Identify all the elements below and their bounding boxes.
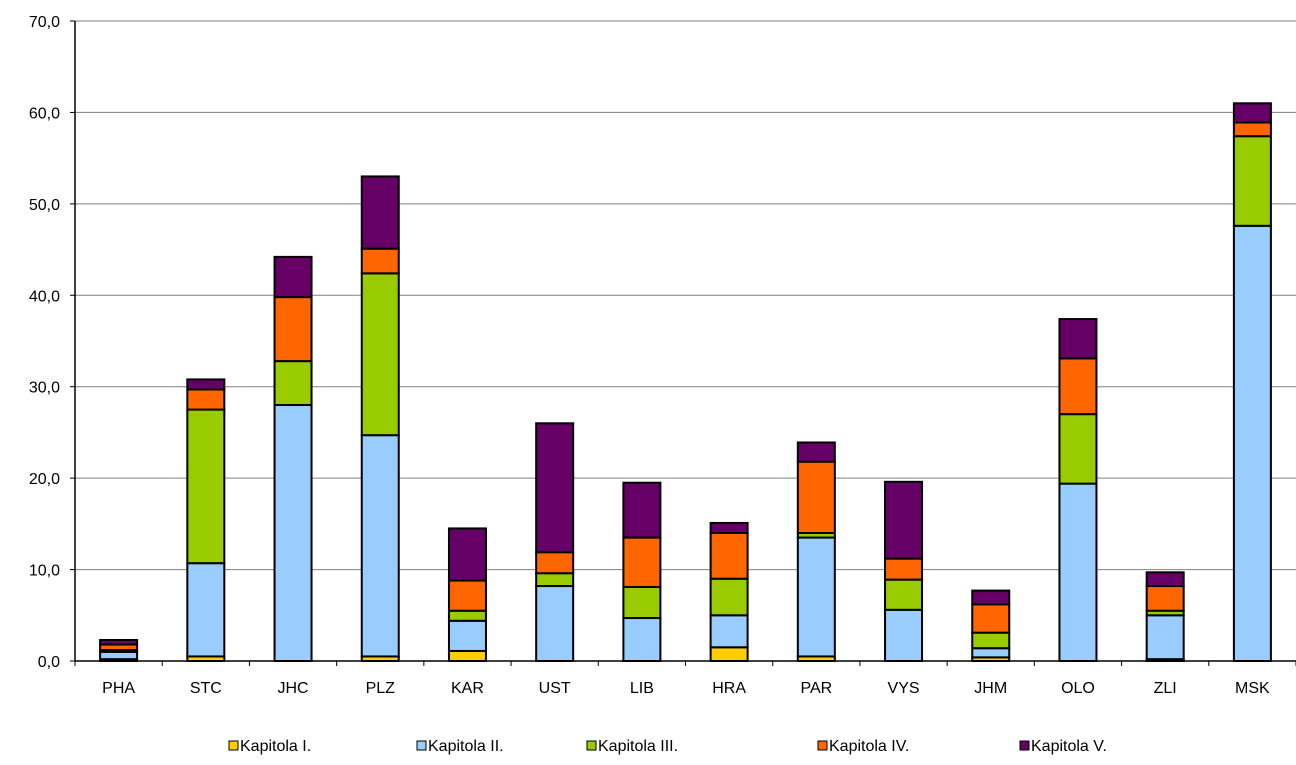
bar-segment-ust-s2 — [535, 585, 575, 662]
bar-segment-kar-s2 — [447, 619, 487, 652]
bar-segment-jhm-s3 — [971, 631, 1011, 650]
x-axis-tick-labels: PHA STC JHC PLZ KAR UST LIB HRA PAR VYS JHM OLO ZLI M… — [74, 661, 1296, 697]
bar-segment-par-s5 — [796, 441, 836, 463]
bar-segment-olo-s3 — [1058, 413, 1098, 485]
bar-segment-lib-s4 — [622, 536, 662, 588]
x-tick-label: STC — [190, 680, 222, 697]
bar-segment-jhc-s4 — [273, 296, 313, 363]
bar-segment-hra-s5 — [709, 521, 749, 535]
bar-segment-stc-s2 — [186, 562, 226, 658]
x-tick-label: HRA — [712, 680, 746, 697]
bar-segment-vys-s5 — [884, 480, 924, 560]
bar-segment-plz-s4 — [360, 247, 400, 275]
bar-segment-ust-s5 — [535, 422, 575, 554]
legend-label: Kapitola V. — [1031, 738, 1107, 755]
legend-label: Kapitola II. — [428, 738, 504, 755]
bar-segment-jhm-s4 — [971, 603, 1011, 634]
y-tick-label: 10,0 — [29, 563, 60, 580]
bar-segment-jhc-s5 — [273, 255, 313, 299]
bar-segment-zli-s4 — [1145, 585, 1185, 612]
bar-segment-stc-s4 — [186, 388, 226, 411]
x-tick-label: JHC — [277, 680, 308, 697]
bars — [99, 102, 1272, 663]
bar-segment-lib-s3 — [622, 585, 662, 620]
bar-segment-kar-s5 — [447, 527, 487, 582]
bar-segment-stc-s5 — [186, 378, 226, 391]
bar-segment-lib-s5 — [622, 481, 662, 539]
bar-segment-plz-s5 — [360, 175, 400, 250]
bar-segment-hra-s2 — [709, 614, 749, 649]
x-tick-label: MSK — [1235, 680, 1270, 697]
axes — [74, 21, 1296, 662]
legend-swatch — [416, 740, 427, 751]
legend-swatch — [817, 740, 828, 751]
bar-segment-msk-s5 — [1232, 102, 1272, 124]
bar-segment-kar-s1 — [447, 649, 487, 663]
bar-segment-vys-s3 — [884, 578, 924, 611]
bar-segment-olo-s4 — [1058, 357, 1098, 416]
gridlines — [75, 20, 1296, 571]
x-tick-label: UST — [539, 680, 571, 697]
legend-label: Kapitola I. — [240, 738, 311, 755]
bar-segment-hra-s1 — [709, 646, 749, 662]
y-tick-label: 50,0 — [29, 197, 60, 214]
x-tick-label: PLZ — [366, 680, 396, 697]
bar-segment-kar-s4 — [447, 579, 487, 612]
bar-segment-zli-s2 — [1145, 614, 1185, 661]
x-tick-label: OLO — [1061, 680, 1095, 697]
bar-segment-olo-s5 — [1058, 318, 1098, 360]
legend-label: Kapitola III. — [598, 738, 678, 755]
bar-segment-jhm-s5 — [971, 589, 1011, 606]
x-tick-label: PAR — [800, 680, 832, 697]
bar-segment-zli-s5 — [1145, 571, 1185, 588]
legend-swatch — [228, 740, 239, 751]
bar-segment-jhm-s2 — [971, 647, 1011, 659]
x-tick-label: VYS — [888, 680, 920, 697]
legend-swatch — [586, 740, 597, 751]
bar-segment-vys-s2 — [884, 608, 924, 662]
bar-segment-ust-s4 — [535, 551, 575, 575]
bar-segment-msk-s4 — [1232, 121, 1272, 138]
bar-segment-pha-s2 — [99, 650, 139, 661]
bar-segment-plz-s2 — [360, 434, 400, 658]
legend-swatch — [1019, 740, 1030, 751]
y-axis-tick-labels: 0,0 10,0 20,0 30,0 40,0 50,0 60,0 70,0 — [29, 14, 75, 671]
legend: Kapitola I. Kapitola II. Kapitola III. Kapi… — [228, 738, 1107, 755]
bar-segment-msk-s3 — [1232, 135, 1272, 227]
bar-segment-lib-s2 — [622, 617, 662, 662]
bar-segment-jhc-s2 — [273, 404, 313, 662]
bar-segment-kar-s3 — [447, 609, 487, 622]
bar-segment-stc-s3 — [186, 408, 226, 565]
bar-segment-hra-s3 — [709, 577, 749, 617]
bar-segment-par-s4 — [796, 460, 836, 534]
bar-segment-vys-s4 — [884, 557, 924, 581]
y-tick-label: 60,0 — [29, 105, 60, 122]
bar-segment-jhc-s3 — [273, 360, 313, 407]
x-tick-label: ZLI — [1154, 680, 1177, 697]
bar-segment-par-s2 — [796, 536, 836, 658]
y-tick-label: 70,0 — [29, 14, 60, 31]
x-tick-label: LIB — [630, 680, 654, 697]
x-tick-label: KAR — [451, 680, 484, 697]
bar-segment-ust-s3 — [535, 572, 575, 588]
bar-segment-msk-s2 — [1232, 224, 1272, 663]
y-tick-label: 40,0 — [29, 288, 60, 305]
y-tick-label: 20,0 — [29, 471, 60, 488]
bar-segment-plz-s3 — [360, 272, 400, 437]
bar-segment-olo-s2 — [1058, 482, 1098, 662]
x-tick-label: PHA — [102, 680, 135, 697]
bar-segment-pha-s5 — [99, 638, 139, 646]
legend-label: Kapitola IV. — [829, 738, 909, 755]
y-tick-label: 0,0 — [38, 654, 60, 671]
y-tick-label: 30,0 — [29, 380, 60, 397]
bar-segment-hra-s4 — [709, 532, 749, 580]
x-tick-label: JHM — [974, 680, 1007, 697]
